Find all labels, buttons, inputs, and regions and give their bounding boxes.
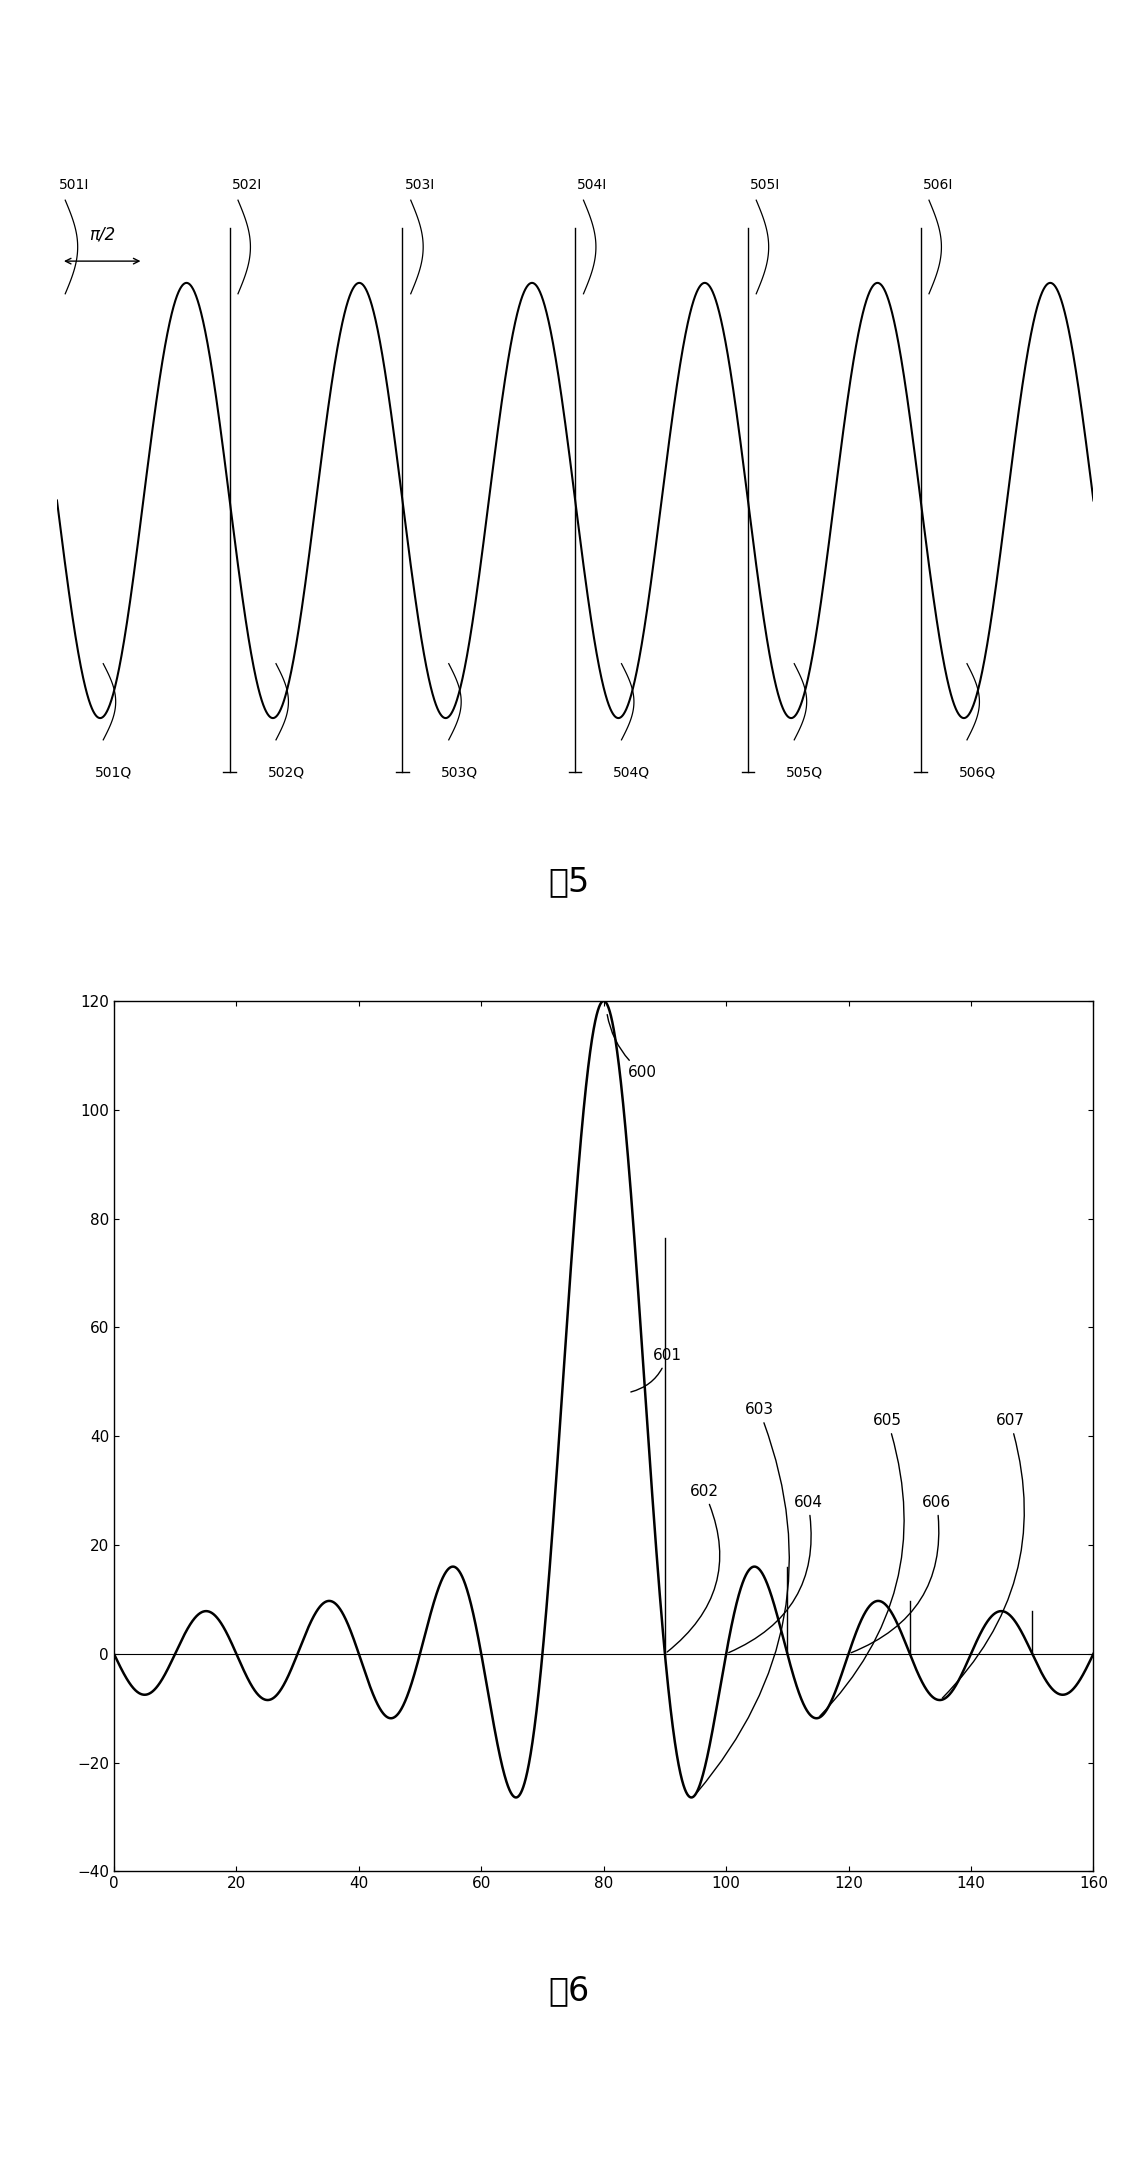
Text: 图6: 图6 — [549, 1974, 590, 2008]
Text: 606: 606 — [851, 1495, 951, 1654]
Text: 504Q: 504Q — [613, 766, 650, 779]
Text: 602: 602 — [667, 1484, 720, 1652]
Text: 605: 605 — [820, 1412, 904, 1717]
Text: 503Q: 503Q — [441, 766, 477, 779]
Text: 601: 601 — [631, 1347, 681, 1393]
Text: 506Q: 506Q — [959, 766, 995, 779]
Text: 504I: 504I — [577, 178, 607, 191]
Text: 604: 604 — [729, 1495, 822, 1652]
Text: 图5: 图5 — [549, 864, 590, 899]
Text: 501Q: 501Q — [95, 766, 132, 779]
Text: 506I: 506I — [923, 178, 953, 191]
Text: 502I: 502I — [231, 178, 262, 191]
Text: 502Q: 502Q — [268, 766, 305, 779]
Text: 600: 600 — [607, 1014, 657, 1079]
Text: 503I: 503I — [404, 178, 435, 191]
Text: 505Q: 505Q — [786, 766, 823, 779]
Text: 501I: 501I — [59, 178, 89, 191]
Text: 603: 603 — [697, 1401, 789, 1793]
Text: 607: 607 — [942, 1412, 1024, 1697]
Text: 505I: 505I — [749, 178, 780, 191]
Text: π/2: π/2 — [89, 226, 115, 244]
